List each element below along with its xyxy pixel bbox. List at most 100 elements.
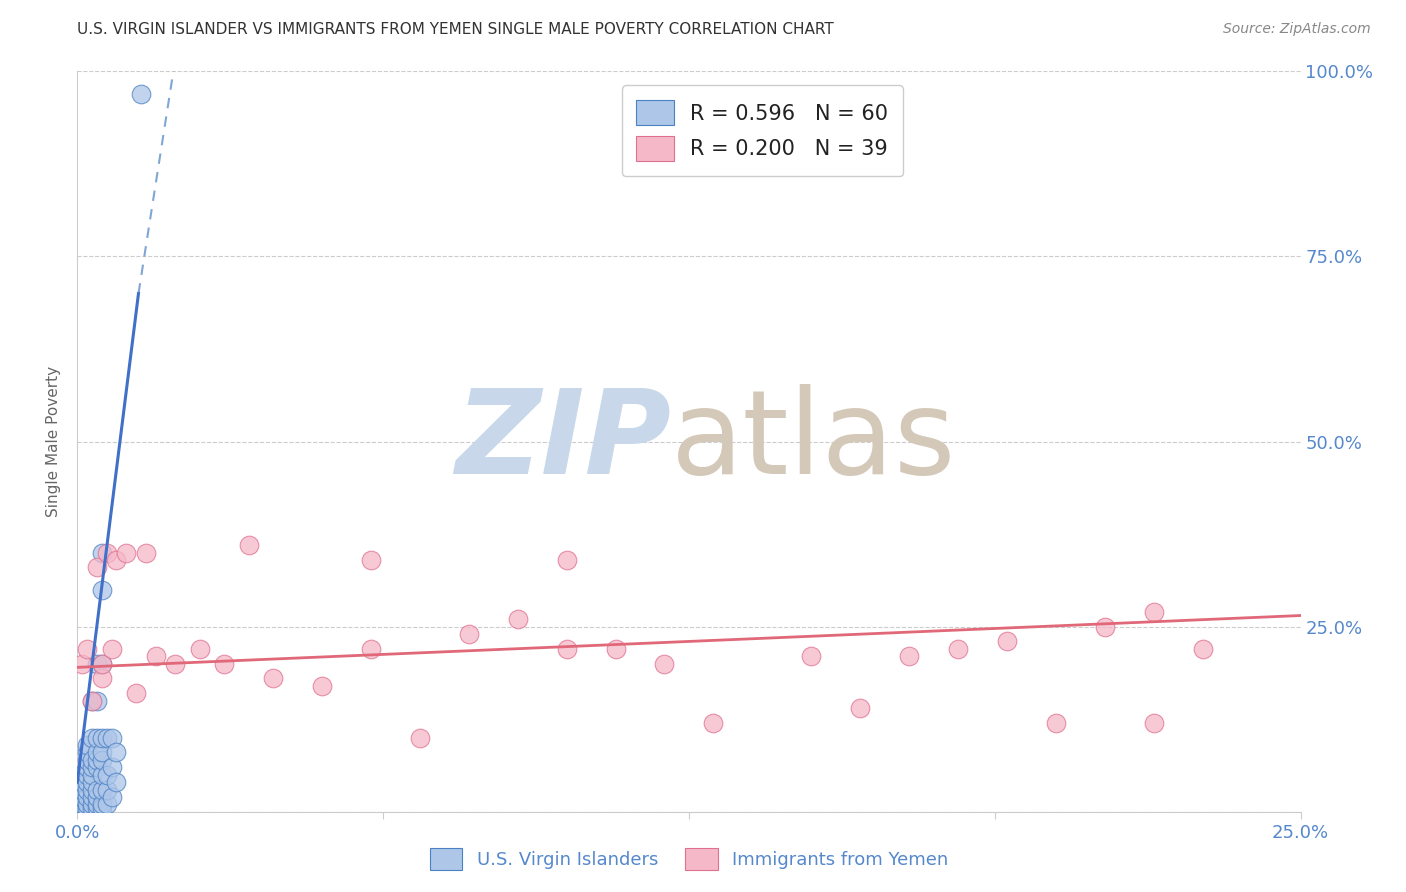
Point	[70, 797, 93, 812]
Point	[90, 657, 112, 671]
Point	[70, 767, 93, 781]
Point	[1094, 619, 1116, 633]
Point	[76, 797, 98, 812]
Point	[80, 731, 103, 745]
Point	[70, 789, 93, 804]
Point	[86, 801, 108, 815]
Point	[80, 694, 103, 708]
Text: U.S. VIRGIN ISLANDER VS IMMIGRANTS FROM YEMEN SINGLE MALE POVERTY CORRELATION CH: U.S. VIRGIN ISLANDER VS IMMIGRANTS FROM …	[77, 22, 834, 37]
Point	[86, 657, 108, 671]
Point	[188, 641, 211, 656]
Point	[96, 782, 118, 797]
Point	[96, 546, 118, 560]
Point	[86, 789, 108, 804]
Point	[105, 775, 128, 789]
Point	[90, 801, 112, 815]
Point	[1191, 641, 1213, 656]
Point	[506, 612, 529, 626]
Point	[90, 753, 112, 767]
Point	[96, 731, 118, 745]
Point	[76, 746, 98, 760]
Point	[100, 731, 122, 745]
Point	[86, 694, 108, 708]
Point	[76, 760, 98, 774]
Point	[90, 767, 112, 781]
Point	[80, 694, 103, 708]
Point	[90, 797, 112, 812]
Point	[76, 801, 98, 815]
Point	[90, 782, 112, 797]
Point	[70, 782, 93, 797]
Point	[849, 701, 872, 715]
Point	[360, 641, 382, 656]
Point	[946, 641, 969, 656]
Point	[76, 775, 98, 789]
Point	[311, 679, 333, 693]
Point	[898, 649, 921, 664]
Point	[90, 582, 112, 597]
Point	[135, 546, 157, 560]
Point	[70, 657, 93, 671]
Point	[90, 746, 112, 760]
Point	[80, 775, 103, 789]
Point	[262, 672, 284, 686]
Point	[212, 657, 235, 671]
Point	[165, 657, 187, 671]
Point	[129, 87, 152, 101]
Point	[96, 767, 118, 781]
Point	[76, 789, 98, 804]
Point	[702, 715, 724, 730]
Point	[86, 782, 108, 797]
Point	[100, 760, 122, 774]
Point	[70, 789, 93, 804]
Point	[90, 546, 112, 560]
Point	[70, 797, 93, 812]
Point	[115, 546, 138, 560]
Point	[70, 801, 93, 815]
Point	[1143, 715, 1166, 730]
Point	[125, 686, 148, 700]
Point	[70, 782, 93, 797]
Point	[86, 760, 108, 774]
Point	[76, 753, 98, 767]
Point	[1143, 605, 1166, 619]
Point	[555, 641, 578, 656]
Point	[100, 641, 122, 656]
Point	[80, 797, 103, 812]
Point	[86, 746, 108, 760]
Text: ZIP: ZIP	[454, 384, 671, 499]
Point	[90, 657, 112, 671]
Point	[80, 753, 103, 767]
Point	[100, 789, 122, 804]
Point	[76, 782, 98, 797]
Point	[654, 657, 676, 671]
Point	[360, 553, 382, 567]
Point	[76, 767, 98, 781]
Text: Source: ZipAtlas.com: Source: ZipAtlas.com	[1223, 22, 1371, 37]
Point	[145, 649, 167, 664]
Point	[105, 553, 128, 567]
Point	[86, 753, 108, 767]
Point	[86, 797, 108, 812]
Point	[80, 767, 103, 781]
Point	[238, 538, 260, 552]
Point	[80, 789, 103, 804]
Point	[70, 775, 93, 789]
Legend: U.S. Virgin Islanders, Immigrants from Yemen: U.S. Virgin Islanders, Immigrants from Y…	[419, 837, 959, 880]
Point	[86, 731, 108, 745]
Point	[409, 731, 432, 745]
Point	[76, 641, 98, 656]
Point	[76, 738, 98, 752]
Point	[90, 672, 112, 686]
Point	[1045, 715, 1067, 730]
Point	[105, 746, 128, 760]
Point	[555, 553, 578, 567]
Point	[80, 782, 103, 797]
Point	[800, 649, 823, 664]
Point	[96, 797, 118, 812]
Point	[80, 760, 103, 774]
Point	[605, 641, 627, 656]
Point	[457, 627, 479, 641]
Point	[80, 801, 103, 815]
Point	[90, 731, 112, 745]
